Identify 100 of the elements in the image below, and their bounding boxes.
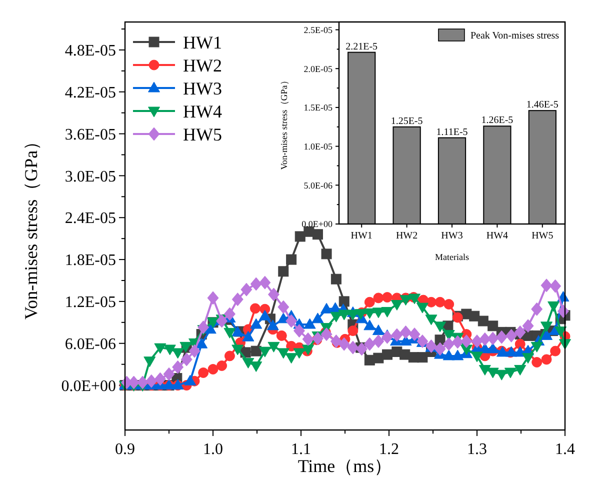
point [425, 314, 438, 326]
point [278, 266, 289, 277]
y-tick-label: 3.6E-05 [64, 126, 116, 144]
y-tick-label: 3.0E-05 [64, 168, 116, 186]
point [224, 350, 235, 362]
point [400, 325, 412, 339]
point [471, 334, 483, 348]
point [258, 346, 271, 358]
point [232, 326, 244, 336]
point [434, 342, 446, 356]
point [550, 279, 562, 293]
point [268, 288, 280, 302]
point [320, 302, 333, 314]
point [312, 229, 323, 240]
point [381, 330, 393, 344]
point [144, 356, 156, 368]
point [208, 364, 218, 374]
point [224, 307, 236, 321]
legend-label: HW1 [183, 32, 222, 52]
point [548, 301, 560, 312]
point [471, 352, 483, 362]
point [277, 348, 290, 359]
legend-label: Peak Von-mises stress [470, 30, 560, 42]
point [347, 340, 359, 354]
point [164, 344, 176, 356]
point [478, 364, 491, 376]
point [496, 330, 508, 344]
legend: Peak Von-mises stress [438, 28, 559, 42]
point [294, 231, 306, 242]
point [532, 356, 542, 368]
x-tick-label: 1.1 [291, 441, 311, 458]
point [293, 348, 306, 359]
point [172, 360, 184, 374]
point [373, 292, 384, 304]
point [302, 332, 314, 346]
y-axis-title: Von-mises stress（GPa） [279, 76, 289, 170]
point [452, 350, 464, 360]
point [496, 370, 508, 380]
y-tick-label: 1.2E-05 [64, 294, 116, 312]
point [522, 353, 534, 364]
point [154, 372, 166, 386]
point [286, 314, 298, 328]
point [259, 276, 271, 290]
y-tick-label: 4.8E-05 [64, 42, 116, 60]
point [486, 342, 499, 354]
point [416, 302, 428, 314]
x-tick-label: 1.0 [203, 441, 223, 458]
x-tick-label: 1.3 [467, 441, 487, 458]
x-tick-label: 1.2 [379, 441, 399, 458]
point [320, 328, 332, 342]
point [550, 346, 561, 356]
point [400, 295, 412, 306]
point [312, 312, 324, 324]
point [250, 318, 262, 329]
point [163, 367, 175, 381]
point [408, 328, 420, 342]
point [154, 343, 166, 354]
point [514, 338, 526, 350]
point [184, 374, 196, 386]
point [434, 322, 446, 332]
point [364, 296, 375, 308]
point [240, 282, 252, 296]
x-axis-title: Time（ms） [298, 456, 392, 476]
point [469, 310, 480, 322]
point [364, 308, 376, 319]
point [554, 326, 567, 338]
data-label: 1.25E-5 [390, 116, 423, 127]
point [390, 300, 403, 310]
point [232, 344, 244, 356]
point [504, 368, 516, 378]
point [434, 296, 446, 308]
y-tick-label: 4.2E-05 [64, 84, 116, 102]
y-tick-label: 2.0E-05 [304, 64, 333, 74]
point [250, 346, 262, 356]
point [136, 376, 148, 390]
x-axis-title: Materials [435, 252, 470, 262]
point [278, 300, 290, 314]
x-tick-label: HW2 [396, 230, 418, 242]
point [172, 348, 184, 359]
point [348, 326, 358, 336]
point [207, 291, 219, 305]
x-tick-label: HW3 [441, 230, 463, 242]
y-tick-label: 1.8E-05 [64, 252, 116, 270]
point [276, 330, 287, 341]
point [232, 292, 244, 306]
legend-label: HW2 [183, 55, 222, 76]
point [293, 324, 305, 338]
x-tick-label: 0.9 [115, 441, 135, 458]
point [356, 342, 368, 356]
point [258, 310, 271, 320]
point [250, 361, 262, 372]
point [285, 353, 298, 364]
point [391, 328, 403, 342]
point [452, 335, 464, 349]
point [242, 330, 254, 342]
y-tick-label: 0.0E+00 [302, 219, 333, 230]
y-tick-label: 2.5E-05 [304, 24, 333, 35]
point [338, 337, 350, 351]
point [382, 292, 392, 303]
point [268, 342, 280, 352]
